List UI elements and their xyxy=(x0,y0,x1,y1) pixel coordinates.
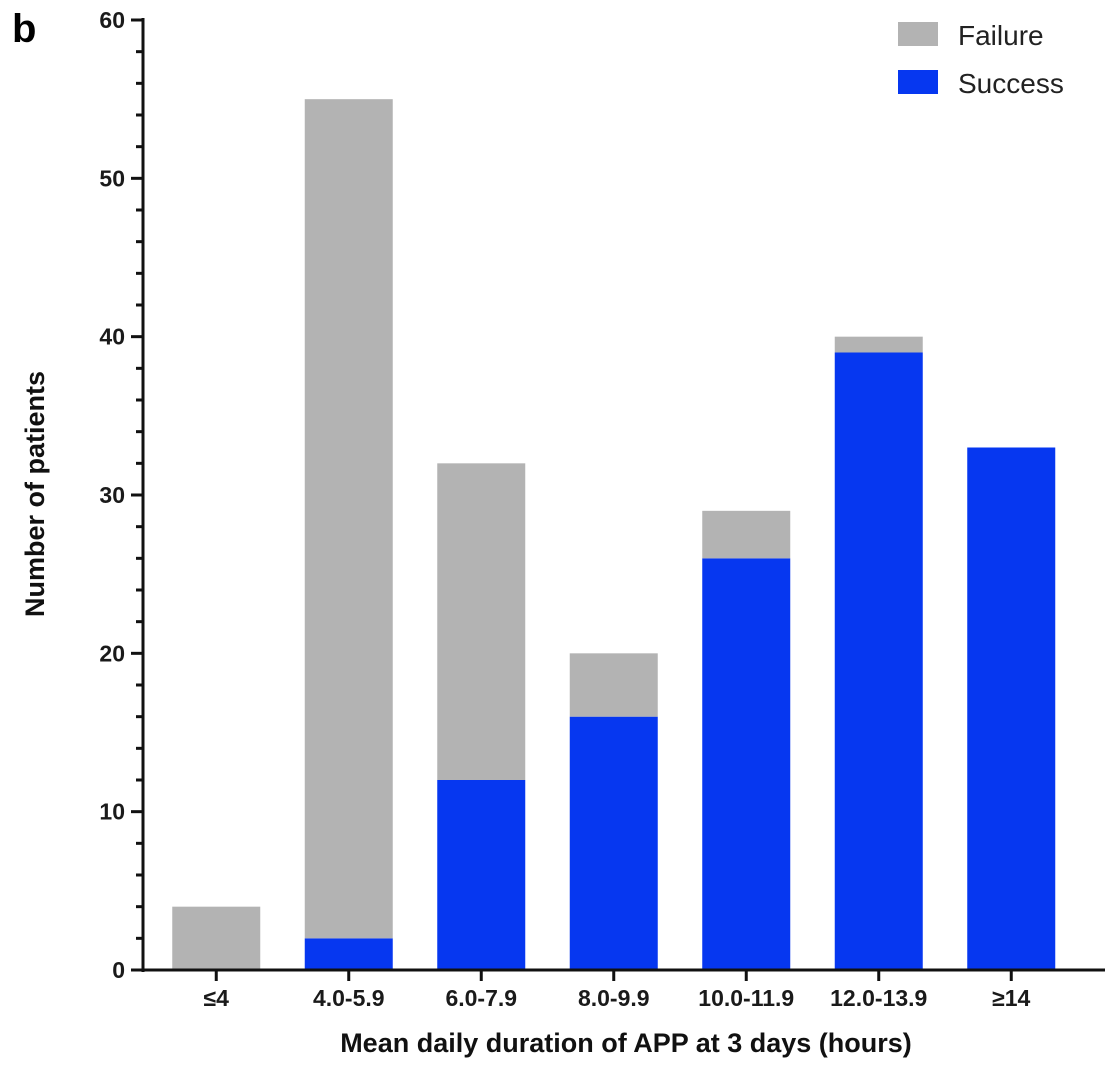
bar-failure-4 xyxy=(702,510,791,559)
bar-failure-1 xyxy=(304,99,393,939)
legend-swatch-success xyxy=(898,70,938,94)
y-tick-label: 30 xyxy=(99,482,125,508)
y-tick-label: 60 xyxy=(99,7,125,33)
legend-label-success: Success xyxy=(958,68,1064,99)
legend: Failure Success xyxy=(898,20,1064,99)
bar-success-3 xyxy=(569,716,658,970)
x-axis-title: Mean daily duration of APP at 3 days (ho… xyxy=(340,1028,912,1058)
x-tick-label: 8.0-9.9 xyxy=(578,985,650,1011)
bar-failure-0 xyxy=(172,906,261,970)
bar-success-2 xyxy=(437,780,526,970)
bar-failure-2 xyxy=(437,463,526,780)
bar-failure-5 xyxy=(834,336,923,353)
y-tick-label: 40 xyxy=(99,324,125,350)
panel-label: b xyxy=(12,7,36,51)
y-tick-label: 50 xyxy=(99,165,125,191)
x-tick-label: 6.0-7.9 xyxy=(445,985,517,1011)
x-tick-label: 4.0-5.9 xyxy=(313,985,385,1011)
x-tick-label: ≤4 xyxy=(204,985,230,1011)
bar-failure-3 xyxy=(569,653,658,717)
x-tick-label: 12.0-13.9 xyxy=(830,985,927,1011)
y-tick-label: 20 xyxy=(99,640,125,666)
bar-success-1 xyxy=(304,938,393,970)
axes-layer: 0 10 20 30 40 50 60 ≤4 4.0-5.9 6.0-7.9 8.0-9.9 10.0… xyxy=(99,7,1105,1011)
legend-swatch-failure xyxy=(898,22,938,46)
bar-success-6 xyxy=(967,447,1056,970)
y-tick-label: 10 xyxy=(99,799,125,825)
bar-success-5 xyxy=(834,352,923,970)
y-axis-title: Number of patients xyxy=(20,371,50,617)
x-tick-label: 10.0-11.9 xyxy=(698,985,794,1011)
legend-label-failure: Failure xyxy=(958,20,1044,51)
y-tick-label: 0 xyxy=(112,957,125,983)
bars-layer xyxy=(172,99,1056,970)
bar-success-4 xyxy=(702,558,791,970)
x-tick-label: ≥14 xyxy=(992,985,1030,1011)
